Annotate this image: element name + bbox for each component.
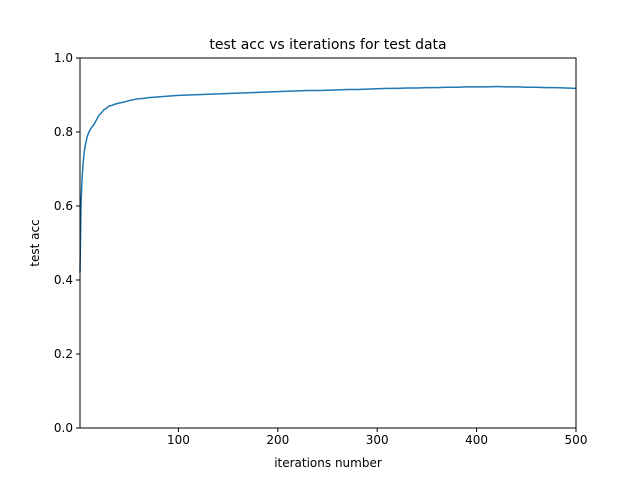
x-axis-ticks: 100 200 300 400 500 bbox=[167, 428, 588, 447]
x-tick-label: 200 bbox=[266, 433, 289, 447]
y-tick-label: 0.8 bbox=[54, 125, 73, 139]
y-axis-label: test acc bbox=[28, 219, 42, 266]
axes-frame bbox=[79, 57, 577, 429]
y-tick-label: 0.2 bbox=[54, 347, 73, 361]
y-axis-ticks: 0.0 0.2 0.4 0.6 0.8 1.0 bbox=[54, 51, 80, 435]
plot-area bbox=[79, 85, 577, 273]
x-axis-label: iterations number bbox=[274, 456, 382, 470]
chart-title: test acc vs iterations for test data bbox=[209, 37, 446, 53]
x-tick-label: 300 bbox=[366, 433, 389, 447]
y-tick-label: 0.6 bbox=[54, 199, 73, 213]
x-tick-label: 400 bbox=[465, 433, 488, 447]
y-tick-label: 0.4 bbox=[54, 273, 73, 287]
x-tick-label: 100 bbox=[167, 433, 190, 447]
y-tick-label: 1.0 bbox=[54, 51, 73, 65]
y-tick-label: 0.0 bbox=[54, 421, 73, 435]
series-line-0 bbox=[79, 85, 577, 273]
x-tick-label: 500 bbox=[565, 433, 588, 447]
